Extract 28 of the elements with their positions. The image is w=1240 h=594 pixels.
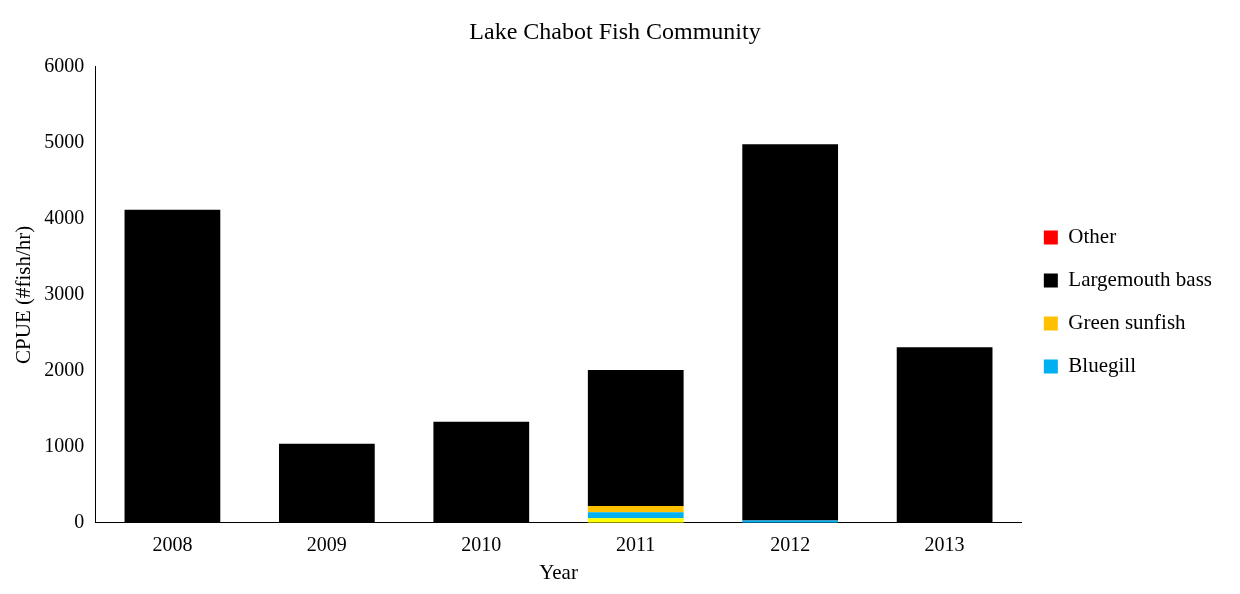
y-axis-title: CPUE (#fish/hr) — [11, 225, 36, 364]
y-tick-label: 6000 — [44, 54, 85, 77]
bar — [587, 370, 684, 507]
x-tick-label: 2013 — [924, 533, 965, 556]
y-tick-label: 4000 — [44, 206, 85, 229]
y-tick-label: 3000 — [44, 282, 85, 305]
y-tick-label: 0 — [74, 510, 85, 533]
y-tick-label: 2000 — [44, 358, 85, 381]
bar — [742, 144, 839, 521]
y-tick-label: 5000 — [44, 130, 85, 153]
bar — [278, 443, 375, 523]
chart-title: Lake Chabot Fish Community — [469, 17, 761, 44]
x-tick-label: 2008 — [152, 533, 193, 556]
x-tick-label: 2009 — [306, 533, 347, 556]
y-tick-label: 1000 — [44, 434, 85, 457]
legend-label: Green sunfish — [1068, 310, 1187, 335]
bar — [124, 209, 221, 523]
legend-label: Largemouth bass — [1068, 267, 1212, 292]
legend-label: Other — [1068, 224, 1117, 249]
bar — [896, 347, 993, 523]
x-axis-title: Year — [539, 559, 578, 584]
bar — [433, 421, 530, 523]
bar — [587, 512, 684, 519]
x-tick-label: 2011 — [616, 533, 656, 556]
legend-label: Bluegill — [1068, 353, 1137, 378]
x-tick-label: 2010 — [461, 533, 502, 556]
bar — [587, 506, 684, 513]
x-tick-label: 2012 — [770, 533, 811, 556]
